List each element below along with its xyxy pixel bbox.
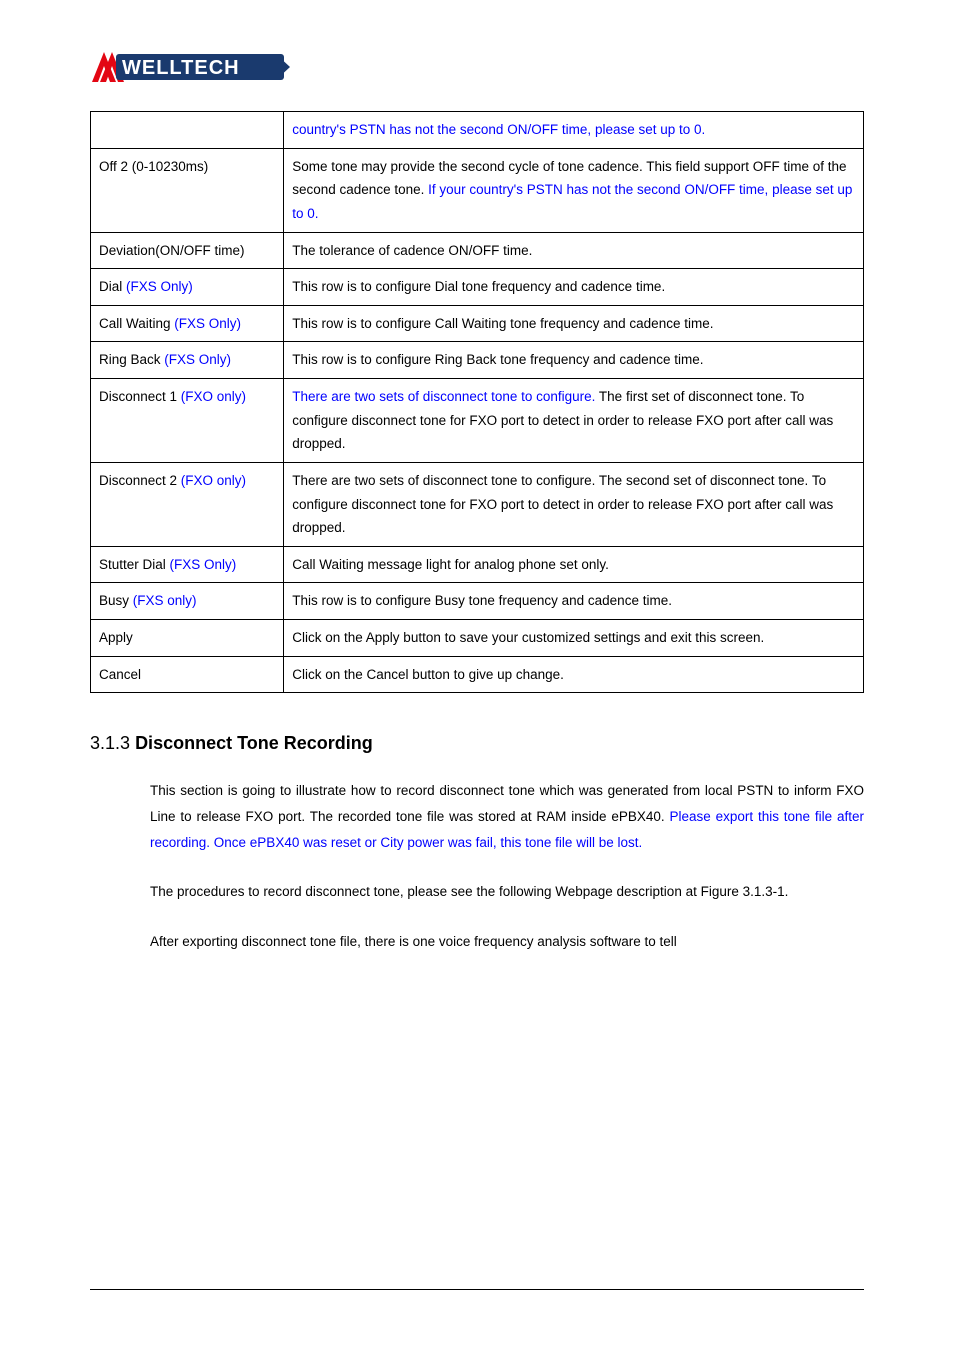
table-row: Call Waiting (FXS Only)This row is to co… xyxy=(91,305,864,342)
footer-divider xyxy=(90,1289,864,1290)
section-title: Disconnect Tone Recording xyxy=(135,733,373,753)
setting-label: Dial (FXS Only) xyxy=(91,269,284,306)
setting-label: Disconnect 2 (FXO only) xyxy=(91,462,284,546)
setting-description: There are two sets of disconnect tone to… xyxy=(284,462,864,546)
setting-description: This row is to configure Dial tone frequ… xyxy=(284,269,864,306)
table-row: Disconnect 2 (FXO only)There are two set… xyxy=(91,462,864,546)
setting-description: Click on the Apply button to save your c… xyxy=(284,620,864,657)
logo-text: WELLTECH xyxy=(122,57,240,79)
body-paragraph-3: After exporting disconnect tone file, th… xyxy=(150,929,864,955)
section-heading: 3.1.3 Disconnect Tone Recording xyxy=(90,733,864,754)
setting-label: Call Waiting (FXS Only) xyxy=(91,305,284,342)
setting-label: Cancel xyxy=(91,656,284,693)
table-row: Disconnect 1 (FXO only)There are two set… xyxy=(91,379,864,463)
setting-description: The tolerance of cadence ON/OFF time. xyxy=(284,232,864,269)
setting-description: country's PSTN has not the second ON/OFF… xyxy=(284,112,864,149)
setting-label: Apply xyxy=(91,620,284,657)
table-row: country's PSTN has not the second ON/OFF… xyxy=(91,112,864,149)
table-row: CancelClick on the Cancel button to give… xyxy=(91,656,864,693)
settings-table: country's PSTN has not the second ON/OFF… xyxy=(90,111,864,693)
table-row: Off 2 (0-10230ms)Some tone may provide t… xyxy=(91,148,864,232)
body-paragraph-2: The procedures to record disconnect tone… xyxy=(150,879,864,905)
setting-description: This row is to configure Call Waiting to… xyxy=(284,305,864,342)
page: WELLTECH country's PSTN has not the seco… xyxy=(0,0,954,1350)
table-row: Busy (FXS only)This row is to configure … xyxy=(91,583,864,620)
setting-description: This row is to configure Ring Back tone … xyxy=(284,342,864,379)
table-row: ApplyClick on the Apply button to save y… xyxy=(91,620,864,657)
setting-description: This row is to configure Busy tone frequ… xyxy=(284,583,864,620)
table-row: Ring Back (FXS Only)This row is to confi… xyxy=(91,342,864,379)
setting-description: Click on the Cancel button to give up ch… xyxy=(284,656,864,693)
setting-description: Some tone may provide the second cycle o… xyxy=(284,148,864,232)
setting-label: Ring Back (FXS Only) xyxy=(91,342,284,379)
setting-description: There are two sets of disconnect tone to… xyxy=(284,379,864,463)
table-row: Dial (FXS Only)This row is to configure … xyxy=(91,269,864,306)
setting-description: Call Waiting message light for analog ph… xyxy=(284,546,864,583)
setting-label: Deviation(ON/OFF time) xyxy=(91,232,284,269)
body-paragraph-1: This section is going to illustrate how … xyxy=(150,778,864,855)
setting-label: Off 2 (0-10230ms) xyxy=(91,148,284,232)
setting-label xyxy=(91,112,284,149)
setting-label: Busy (FXS only) xyxy=(91,583,284,620)
welltech-logo: WELLTECH xyxy=(90,48,864,91)
section-number: 3.1.3 xyxy=(90,733,130,753)
table-row: Stutter Dial (FXS Only)Call Waiting mess… xyxy=(91,546,864,583)
table-row: Deviation(ON/OFF time)The tolerance of c… xyxy=(91,232,864,269)
setting-label: Disconnect 1 (FXO only) xyxy=(91,379,284,463)
setting-label: Stutter Dial (FXS Only) xyxy=(91,546,284,583)
